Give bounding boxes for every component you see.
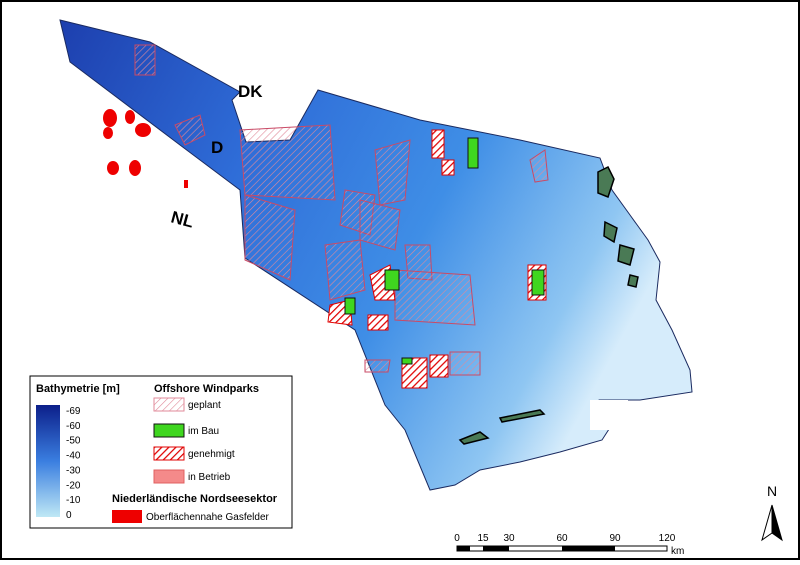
label-dk: DK: [238, 82, 263, 101]
legend-item: geplant: [188, 400, 221, 411]
windpark-construction: [344, 137, 545, 365]
legend-item: in Betrieb: [188, 472, 231, 483]
swatch-gas: [112, 510, 142, 523]
eez-area: [59, 19, 693, 491]
land: [590, 400, 628, 430]
swatch-planned: [153, 397, 185, 412]
bathy-tick-label: -40: [66, 451, 81, 462]
legend-title: Niederländische Nordseesektor: [112, 493, 278, 505]
north-arrow: N: [761, 483, 783, 542]
gas-field: [103, 109, 188, 188]
bathy-tick-label: -10: [66, 495, 81, 506]
scale-bar: 0 15 30 60 90 120 km: [454, 533, 684, 557]
swatch-construction: [153, 423, 185, 438]
scale-tick-label: 120: [659, 533, 676, 544]
coast-islands: [458, 165, 639, 445]
legend-item: Oberflächennahe Gasfelder: [146, 512, 270, 523]
bathy-tick-label: -60: [66, 421, 81, 432]
bathy-tick-label: -20: [66, 480, 81, 491]
legend-item: im Bau: [188, 426, 219, 437]
scale-tick-label: 30: [503, 533, 515, 544]
legend-title: Bathymetrie [m]: [36, 383, 120, 395]
legend: Bathymetrie [m] -69 -60 -50 -40 -30 -20 -10 0 O…: [29, 375, 293, 529]
scale-tick-label: 0: [454, 533, 460, 544]
scale-unit: km: [671, 546, 684, 557]
windpark-planned: [134, 44, 549, 376]
bathy-tick-label: 0: [66, 510, 72, 521]
bathy-ramp: [36, 405, 60, 517]
bathy-tick-label: -50: [66, 436, 81, 447]
bathy-tick-label: -69: [66, 406, 81, 417]
swatch-approved: [153, 446, 185, 461]
swatch-operating: [153, 469, 185, 484]
label-d: D: [211, 138, 223, 157]
scale-tick-label: 60: [556, 533, 568, 544]
bathy-tick-label: -30: [66, 465, 81, 476]
legend-title: Offshore Windparks: [154, 383, 259, 395]
north-label: N: [767, 483, 777, 499]
scale-tick-label: 90: [609, 533, 621, 544]
legend-item: genehmigt: [188, 449, 235, 460]
scale-tick-label: 15: [477, 533, 489, 544]
